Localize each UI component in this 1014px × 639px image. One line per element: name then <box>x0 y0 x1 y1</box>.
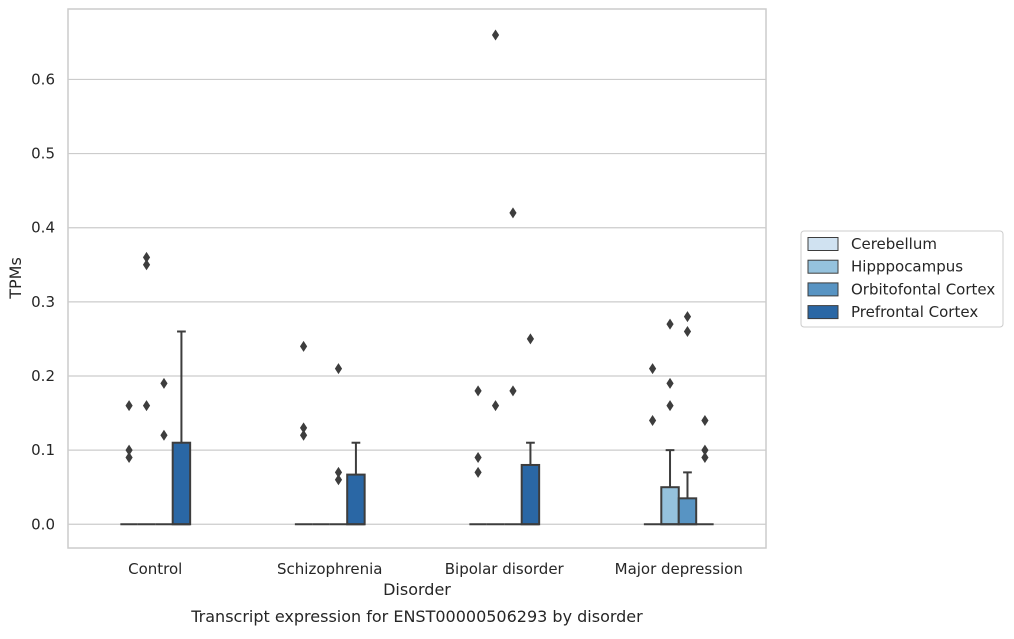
y-tick-label: 0.6 <box>31 70 55 88</box>
outlier-point <box>125 400 133 412</box>
outlier-point <box>648 363 657 375</box>
outlier-point <box>142 251 151 263</box>
box-orbitofontal-cortex <box>677 311 698 526</box>
box-orbitofontal-cortex <box>155 377 173 526</box>
plot-frame <box>67 8 767 549</box>
outlier-point <box>666 377 674 389</box>
outlier-point <box>160 377 168 389</box>
plot-marks <box>120 29 714 526</box>
legend-swatch <box>807 282 839 297</box>
x-tick-label: Major depression <box>615 560 743 578</box>
box <box>677 497 698 526</box>
outlier-point <box>666 318 674 330</box>
box <box>171 441 192 526</box>
outlier-point <box>526 333 535 345</box>
outlier-point <box>125 452 133 464</box>
box-prefrontal-cortex <box>696 414 714 526</box>
outlier-point <box>509 207 517 219</box>
outlier-point <box>509 385 517 397</box>
box-orbitofontal-cortex <box>504 207 522 526</box>
outlier-point <box>683 326 692 338</box>
outlier-point <box>474 452 482 464</box>
box-hipppocampus <box>137 251 156 526</box>
y-tick-label: 0.0 <box>31 515 55 533</box>
outlier-point <box>299 340 308 352</box>
y-tick-label: 0.5 <box>31 145 55 163</box>
outlier-point <box>491 29 500 41</box>
legend-label: Cerebellum <box>851 235 937 253</box>
box <box>520 463 541 526</box>
x-axis-label: Disorder <box>383 580 451 599</box>
outlier-point <box>491 400 500 412</box>
box <box>660 486 680 526</box>
outlier-point <box>334 363 343 375</box>
x-tick-labels: Control Schizophrenia Bipolar disorder Majo… <box>128 560 743 578</box>
legend: Cerebellum Hipppocampus Orbitofontal Corte… <box>800 230 1004 328</box>
x-tick-label: Schizophrenia <box>277 560 382 578</box>
outlier-point <box>142 259 151 271</box>
box-hipppocampus <box>486 29 505 526</box>
legend-swatch <box>807 305 839 320</box>
x-tick-label: Bipolar disorder <box>445 560 565 578</box>
legend-label: Hipppocampus <box>851 258 963 276</box>
outlier-point <box>142 400 151 412</box>
x-tick-label: Control <box>128 560 182 578</box>
legend-swatch <box>807 237 839 251</box>
outlier-point <box>701 414 709 426</box>
outlier-point <box>648 414 657 426</box>
outlier-point <box>701 444 709 456</box>
box-cerebellum <box>643 363 662 526</box>
legend-swatch <box>807 259 839 274</box>
y-tick-label: 0.1 <box>31 441 55 459</box>
box-prefrontal-cortex <box>346 441 366 526</box>
legend-label: Prefrontal Cortex <box>851 303 978 321</box>
outlier-point <box>701 452 709 464</box>
box-prefrontal-cortex <box>171 330 192 526</box>
outlier-point <box>334 466 343 478</box>
outlier-point <box>160 429 168 441</box>
y-tick-label: 0.3 <box>31 293 55 311</box>
y-tick-label: 0.2 <box>31 367 55 385</box>
legend-frame <box>800 230 1004 328</box>
box-cerebellum <box>294 340 313 526</box>
outlier-point <box>474 466 482 478</box>
box-cerebellum <box>120 400 138 526</box>
y-axis-label: TPMs <box>6 257 25 300</box>
box <box>346 473 366 526</box>
outlier-point <box>683 311 692 323</box>
outlier-point <box>125 444 133 456</box>
outlier-point <box>299 422 308 434</box>
y-tick-label: 0.4 <box>31 219 55 237</box>
outlier-point <box>474 385 482 397</box>
box-prefrontal-cortex <box>520 333 541 526</box>
chart-caption: Transcript expression for ENST0000050629… <box>190 607 643 626</box>
outlier-point <box>299 429 308 441</box>
legend-label: Orbitofontal Cortex <box>851 280 995 298</box>
outlier-point <box>666 400 674 412</box>
outlier-point <box>334 474 343 486</box>
box-orbitofontal-cortex <box>329 363 348 526</box>
y-tick-labels: 0.0 0.1 0.2 0.3 0.4 0.5 0.6 <box>31 70 55 533</box>
box-cerebellum <box>469 385 487 526</box>
